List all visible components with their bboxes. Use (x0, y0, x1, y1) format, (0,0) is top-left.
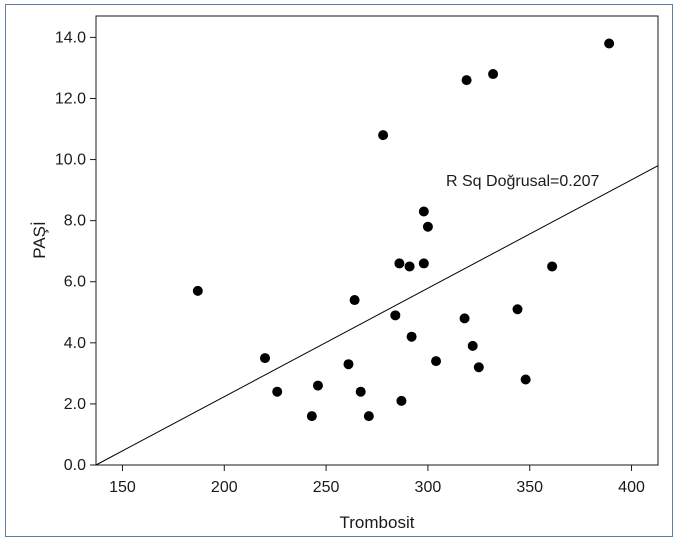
x-tick-label: 250 (313, 479, 340, 496)
data-point (396, 395, 407, 406)
x-tick-label: 400 (618, 479, 645, 496)
data-point (459, 313, 470, 324)
data-point (343, 359, 354, 370)
data-point (390, 310, 401, 321)
data-point (355, 386, 366, 397)
data-point (488, 69, 499, 80)
data-point (467, 340, 478, 351)
y-axis-label: PAŞİ (30, 221, 49, 258)
data-point (363, 411, 374, 422)
data-point (192, 285, 203, 296)
data-point (312, 380, 323, 391)
x-tick-label: 350 (516, 479, 543, 496)
x-tick-label: 200 (211, 479, 238, 496)
data-point (272, 386, 283, 397)
plot-area (95, 15, 659, 466)
data-point (306, 411, 317, 422)
data-point (473, 362, 484, 373)
y-tick-label: 6.0 (64, 274, 86, 291)
data-point (418, 258, 429, 269)
x-axis-label: Trombosit (340, 513, 415, 532)
data-point (418, 206, 429, 217)
data-point (461, 75, 472, 86)
data-point (431, 356, 442, 367)
x-tick-label: 300 (415, 479, 442, 496)
data-point (604, 38, 615, 49)
y-tick-label: 0.0 (64, 457, 86, 474)
data-points (192, 38, 615, 422)
figure-frame (5, 4, 673, 537)
data-point (394, 258, 405, 269)
data-point (512, 304, 523, 315)
data-point (520, 374, 531, 385)
data-point (547, 261, 558, 272)
y-tick-label: 12.0 (55, 90, 86, 107)
data-point (422, 221, 433, 232)
y-axis: 0.0 2.0 4.0 6.0 8.0 10.0 12.0 14.0 (55, 29, 96, 474)
y-tick-label: 14.0 (55, 29, 86, 46)
data-point (404, 261, 415, 272)
y-tick-label: 8.0 (64, 213, 86, 230)
data-point (349, 295, 360, 306)
fit-annotation: R Sq Doğrusal=0.207 (446, 173, 600, 190)
y-tick-label: 4.0 (64, 335, 86, 352)
regression-line (95, 165, 659, 466)
x-axis: 150 200 250 300 350 400 (109, 465, 645, 496)
data-point (406, 331, 417, 342)
x-tick-label: 150 (109, 479, 136, 496)
data-point (260, 353, 271, 364)
y-tick-label: 2.0 (64, 396, 86, 413)
regression-line-group (95, 165, 659, 466)
y-tick-label: 10.0 (55, 152, 86, 169)
data-point (378, 130, 389, 141)
